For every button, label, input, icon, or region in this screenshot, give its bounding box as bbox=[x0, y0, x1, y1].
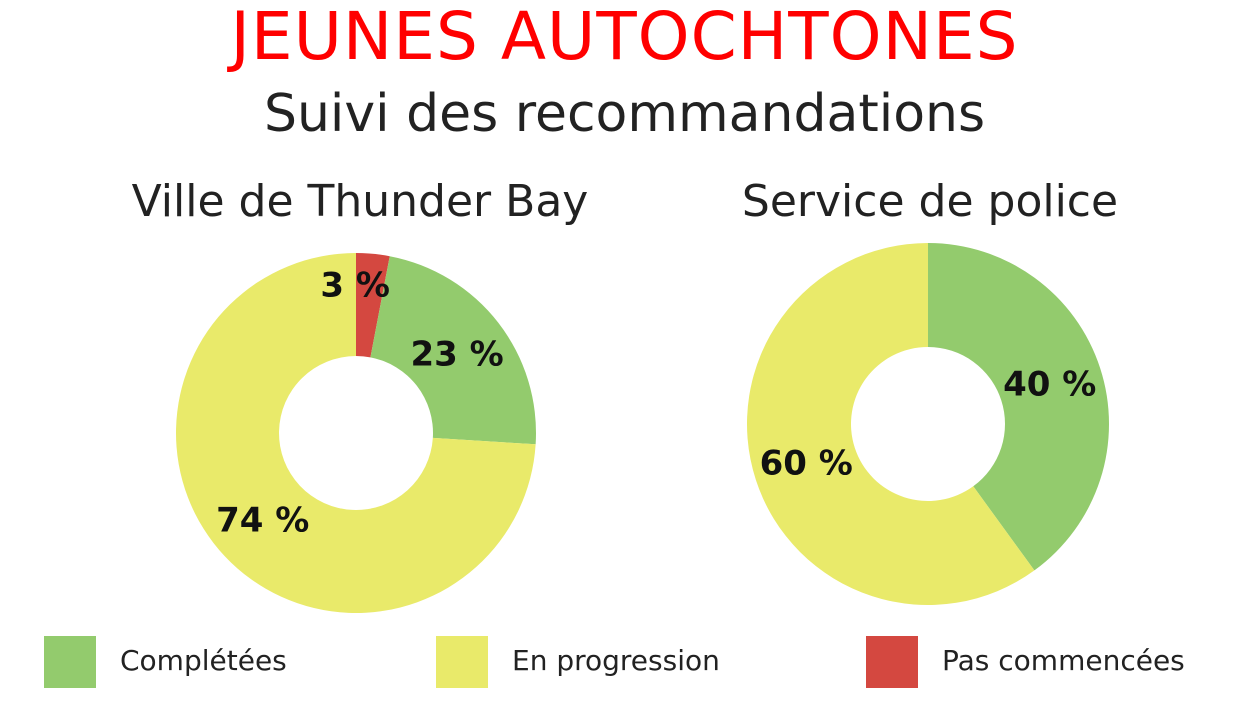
legend-label-en-progression: En progression bbox=[512, 644, 720, 677]
donut-slice-thunder-bay-en-progression bbox=[176, 253, 536, 614]
data-label-thunder-bay-completees: 23 % bbox=[411, 335, 504, 375]
data-label-thunder-bay-pas-commencees: 3 % bbox=[320, 265, 390, 305]
legend-swatch-completees bbox=[44, 636, 96, 688]
legend-swatch-pas-commencees bbox=[866, 636, 918, 688]
data-label-police-completees: 40 % bbox=[1003, 364, 1096, 404]
donut-slice-thunder-bay-pas-commencees bbox=[356, 253, 390, 358]
donut-slice-police-en-progression bbox=[747, 243, 1035, 605]
data-label-thunder-bay-en-progression: 74 % bbox=[216, 501, 309, 541]
chart-title-thunder-bay: Ville de Thunder Bay bbox=[131, 176, 589, 227]
legend-label-pas-commencees: Pas commencées bbox=[942, 644, 1185, 677]
page-subtitle: Suivi des recommandations bbox=[263, 84, 986, 144]
page-title: JEUNES AUTOCHTONES bbox=[230, 0, 1019, 75]
data-label-police-en-progression: 60 % bbox=[760, 444, 853, 484]
donut-slice-police-completees bbox=[928, 243, 1110, 571]
legend-swatch-en-progression bbox=[436, 636, 488, 688]
donut-slice-thunder-bay-completees bbox=[370, 256, 536, 445]
legend-label-completees: Complétées bbox=[120, 644, 287, 677]
chart-title-police: Service de police bbox=[741, 176, 1119, 227]
